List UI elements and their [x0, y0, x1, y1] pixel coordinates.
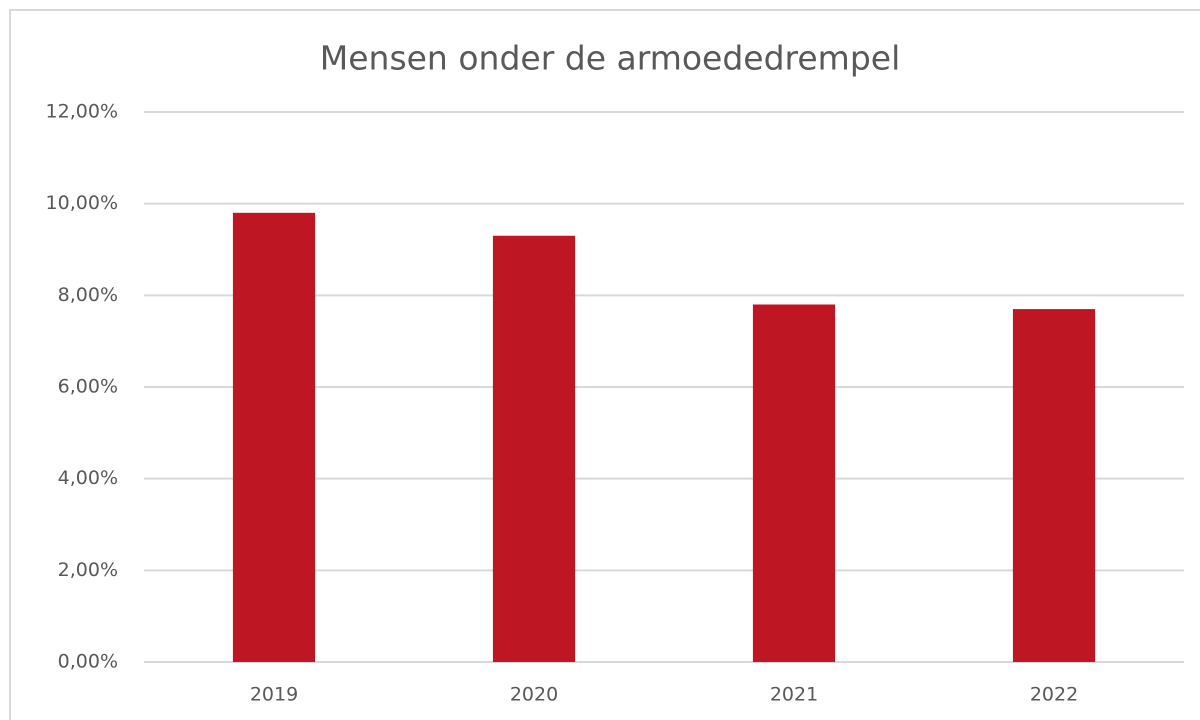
- y-tick-label: 12,00%: [46, 101, 118, 123]
- chart-title: Mensen onder de armoededrempel: [320, 39, 901, 78]
- bar: [1012, 309, 1096, 662]
- x-tick-label: 2021: [770, 684, 818, 706]
- x-tick-label: 2022: [1030, 684, 1078, 706]
- y-tick-label: 0,00%: [58, 651, 118, 673]
- x-tick-label: 2019: [250, 684, 298, 706]
- y-tick-label: 2,00%: [58, 559, 118, 581]
- bar: [492, 235, 576, 662]
- y-tick-label: 4,00%: [58, 467, 118, 489]
- bar: [232, 212, 316, 663]
- y-tick-label: 6,00%: [58, 376, 118, 398]
- bar: [752, 304, 836, 662]
- y-tick-label: 10,00%: [46, 192, 118, 214]
- x-tick-label: 2020: [510, 684, 558, 706]
- y-tick-label: 8,00%: [58, 284, 118, 306]
- chart-border: [9, 9, 1200, 720]
